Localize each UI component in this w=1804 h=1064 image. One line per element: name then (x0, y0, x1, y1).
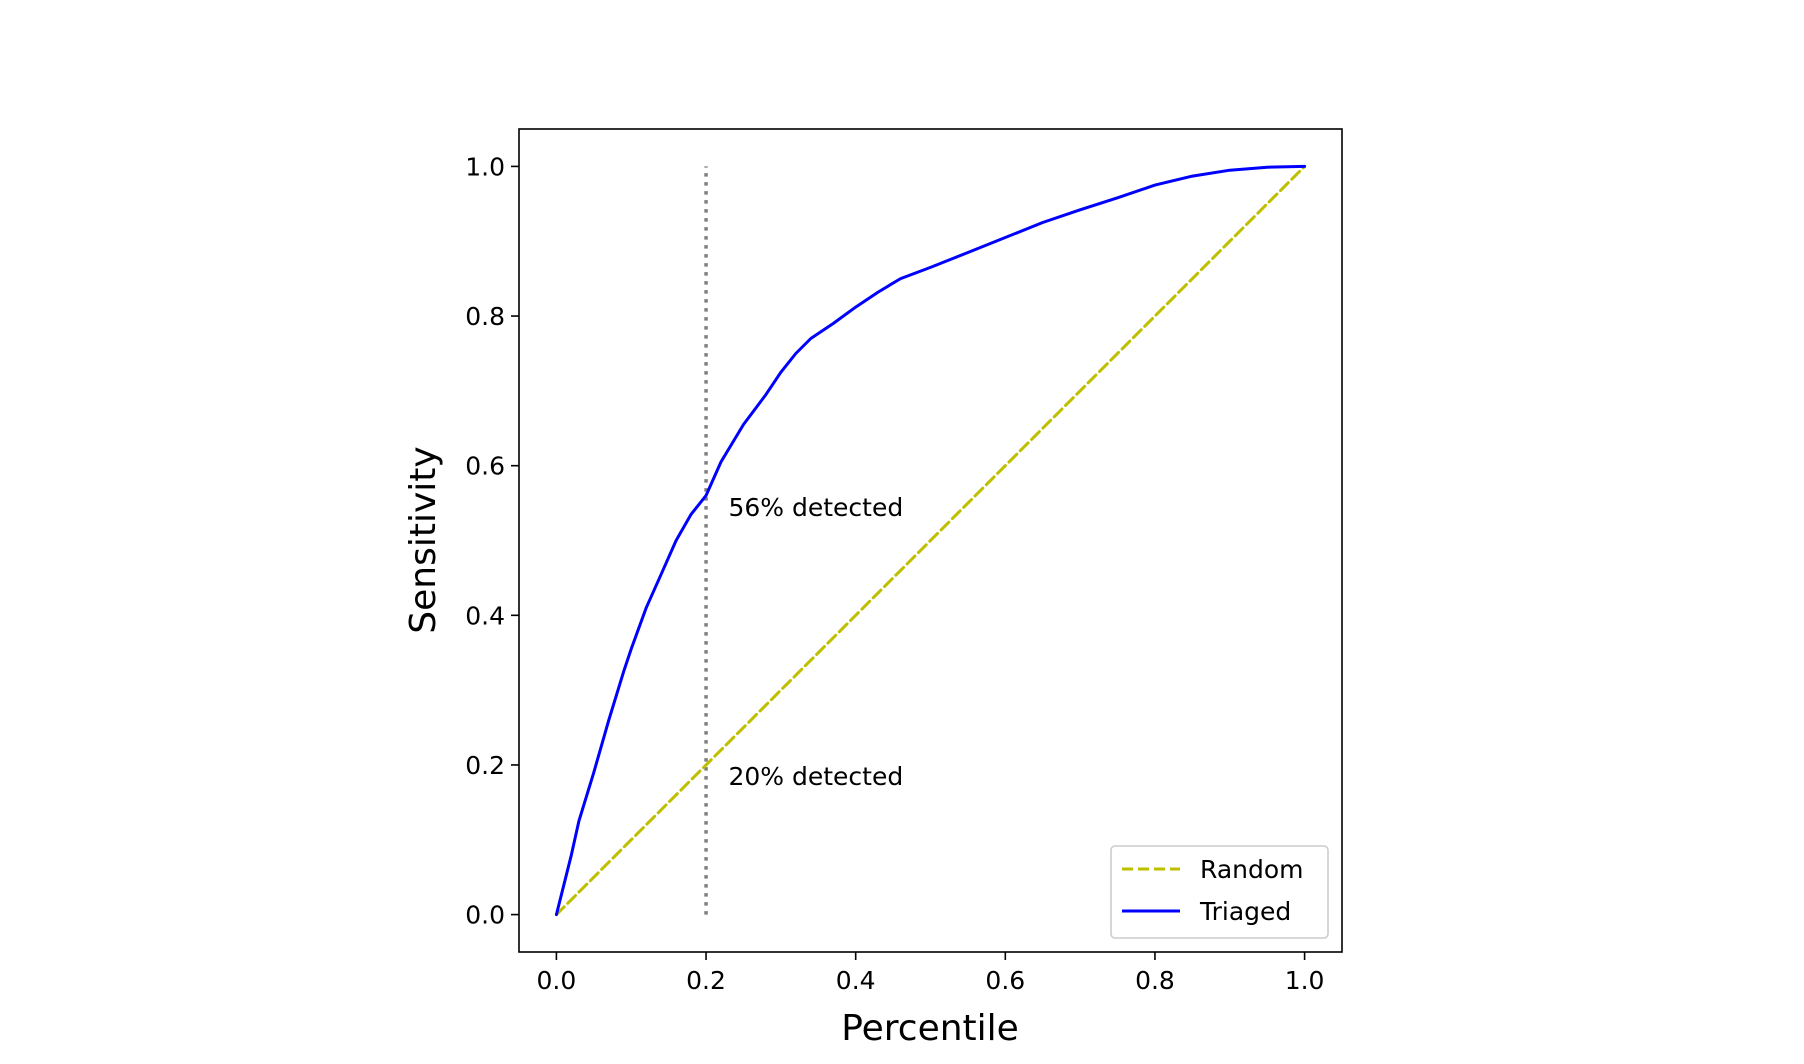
series-line-triaged (554, 164, 1307, 917)
x-tick-label: 0.6 (985, 966, 1025, 995)
y-axis-label: Sensitivity (403, 446, 444, 633)
axes-frame (518, 128, 1343, 953)
x-axis-label: Percentile (841, 1008, 1019, 1049)
series-line-random (554, 164, 1307, 917)
annotation-group: 56% detected 20% detected (728, 493, 903, 791)
plot-area (518, 128, 1343, 953)
y-tick-label: 1.0 (465, 152, 505, 181)
annotation-label: 20% detected (728, 762, 903, 791)
legend-random-label: Random (1200, 855, 1304, 884)
x-axis-ticks: 0.0 0.2 0.4 0.6 0.8 1.0 (537, 952, 1325, 995)
y-tick-label: 0.8 (465, 302, 505, 331)
y-tick-label: 0.4 (465, 601, 505, 630)
series-group (554, 164, 1307, 917)
x-tick-label: 0.2 (686, 966, 726, 995)
legend-box (1110, 845, 1329, 939)
y-axis-ticks: 0.0 0.2 0.4 0.6 0.8 1.0 (465, 152, 519, 930)
annotation-label: 56% detected (728, 493, 903, 522)
y-tick-label: 0.6 (465, 452, 505, 481)
legend-triaged-label: Triaged (1199, 897, 1291, 926)
x-tick-label: 0.8 (1135, 966, 1175, 995)
x-tick-label: 1.0 (1285, 966, 1325, 995)
x-tick-label: 0.4 (836, 966, 876, 995)
x-tick-label: 0.0 (537, 966, 577, 995)
legend: Random Triaged (1110, 845, 1329, 939)
y-tick-label: 0.2 (465, 751, 505, 780)
y-tick-label: 0.0 (465, 901, 505, 930)
